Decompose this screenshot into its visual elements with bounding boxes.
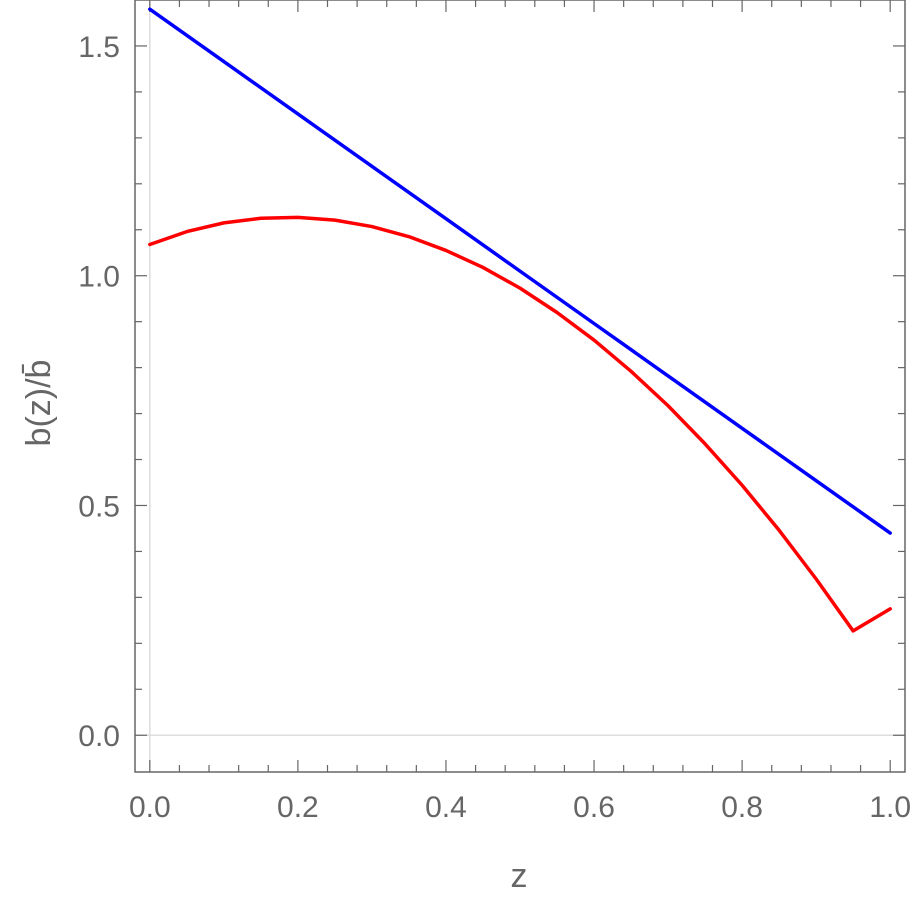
series-line-1 — [148, 7, 892, 535]
x-tick-label: 0.0 — [129, 791, 171, 824]
y-tick-label: 0.0 — [78, 720, 120, 753]
x-tick-label: 0.4 — [425, 791, 467, 824]
series-line-2 — [148, 215, 892, 633]
axes-layer — [134, 0, 906, 773]
x-tick-label: 0.6 — [573, 791, 615, 824]
y-tick-label: 1.0 — [78, 261, 120, 294]
axis-titles-layer: z b(z)/b̄ — [20, 360, 528, 895]
x-tick-label: 1.0 — [869, 791, 911, 824]
plot-frame — [134, 0, 906, 773]
x-tick-label: 0.2 — [277, 791, 319, 824]
series-layer — [148, 7, 892, 633]
x-axis-label: z — [511, 857, 528, 895]
y-tick-label: 1.5 — [78, 31, 120, 64]
tick-labels-layer: 0.0 0.2 0.4 0.6 0.8 1.0 0.0 0.5 1.0 1.5 — [78, 31, 911, 824]
y-axis-label: b(z)/b̄ — [20, 360, 58, 447]
y-tick-label: 0.5 — [78, 490, 120, 523]
x-tick-label: 0.8 — [721, 791, 763, 824]
